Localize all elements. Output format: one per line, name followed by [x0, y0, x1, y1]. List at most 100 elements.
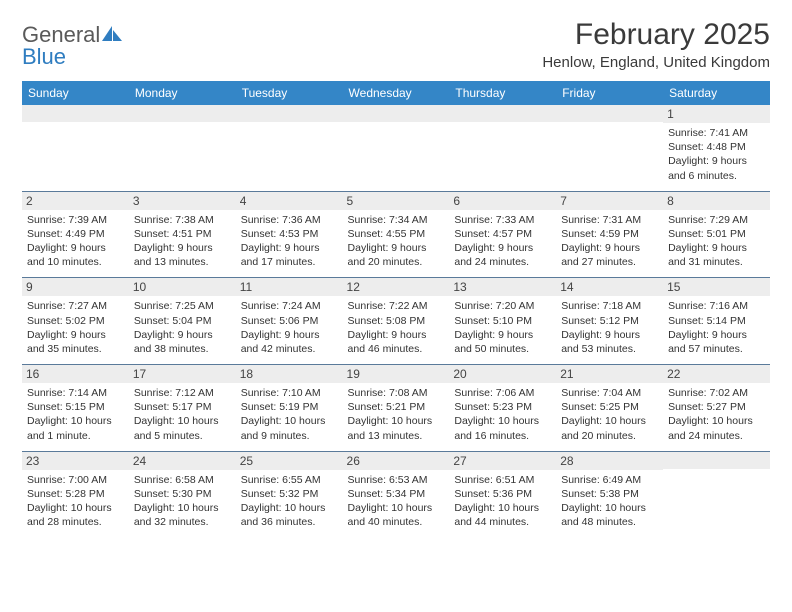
- day-details: Sunrise: 7:12 AMSunset: 5:17 PMDaylight:…: [134, 386, 231, 443]
- day-details: Sunrise: 7:20 AMSunset: 5:10 PMDaylight:…: [454, 299, 551, 356]
- date-number: 15: [663, 278, 770, 296]
- day-cell: [343, 105, 450, 191]
- sunrise-text: Sunrise: 7:25 AM: [134, 299, 231, 313]
- sunrise-text: Sunrise: 7:04 AM: [561, 386, 658, 400]
- sunrise-text: Sunrise: 7:29 AM: [668, 213, 765, 227]
- sunset-text: Sunset: 5:27 PM: [668, 400, 765, 414]
- daylight-text: Daylight: 9 hours and 57 minutes.: [668, 328, 765, 356]
- day-details: Sunrise: 7:16 AMSunset: 5:14 PMDaylight:…: [668, 299, 765, 356]
- day-details: Sunrise: 7:31 AMSunset: 4:59 PMDaylight:…: [561, 213, 658, 270]
- daylight-text: Daylight: 10 hours and 16 minutes.: [454, 414, 551, 442]
- daylight-text: Daylight: 10 hours and 36 minutes.: [241, 501, 338, 529]
- sunset-text: Sunset: 5:06 PM: [241, 314, 338, 328]
- day-details: Sunrise: 6:49 AMSunset: 5:38 PMDaylight:…: [561, 473, 658, 530]
- day-cell: 10 Sunrise: 7:25 AMSunset: 5:04 PMDayligh…: [129, 278, 236, 365]
- date-number: 12: [343, 278, 450, 296]
- day-details: Sunrise: 7:25 AMSunset: 5:04 PMDaylight:…: [134, 299, 231, 356]
- sunset-text: Sunset: 5:25 PM: [561, 400, 658, 414]
- day-cell: 2 Sunrise: 7:39 AMSunset: 4:49 PMDaylight…: [22, 191, 129, 278]
- sunrise-text: Sunrise: 7:34 AM: [348, 213, 445, 227]
- day-cell: 9Sunrise: 7:27 AMSunset: 5:02 PMDaylight…: [22, 278, 129, 365]
- date-number: 17: [129, 365, 236, 383]
- calendar-body: 1 Sunrise: 7:41 AMSunset: 4:48 PM Daylight…: [22, 105, 770, 537]
- logo-sail-icon: [102, 26, 124, 42]
- sunset-text: Sunset: 4:53 PM: [241, 227, 338, 241]
- sunrise-text: Sunrise: 7:22 AM: [348, 299, 445, 313]
- sunset-text: Sunset: 5:17 PM: [134, 400, 231, 414]
- sunset-text: Sunset: 4:51 PM: [134, 227, 231, 241]
- calendar-table: Sunday Monday Tuesday Wednesday Thursday…: [22, 81, 770, 537]
- day-cell: 20Sunrise: 7:06 AMSunset: 5:23 PMDayligh…: [449, 365, 556, 452]
- date-number: [449, 105, 556, 122]
- date-number: 3: [129, 192, 236, 210]
- day-cell: 17 Sunrise: 7:12 AMSunset: 5:17 PMDayligh…: [129, 365, 236, 452]
- sunrise-text: Sunrise: 7:41 AM: [668, 126, 765, 140]
- daylight-text: Daylight: 9 hours and 42 minutes.: [241, 328, 338, 356]
- sunset-text: Sunset: 4:57 PM: [454, 227, 551, 241]
- date-number: 21: [556, 365, 663, 383]
- day-cell: 18Sunrise: 7:10 AMSunset: 5:19 PMDayligh…: [236, 365, 343, 452]
- day-cell: [449, 105, 556, 191]
- sunset-text: Sunset: 5:15 PM: [27, 400, 124, 414]
- sunset-text: Sunset: 5:38 PM: [561, 487, 658, 501]
- day-details: Sunrise: 7:39 AMSunset: 4:49 PMDaylight:…: [27, 213, 124, 270]
- daylight-text: Daylight: 9 hours and 46 minutes.: [348, 328, 445, 356]
- sunset-text: Sunset: 4:59 PM: [561, 227, 658, 241]
- date-number: 24: [129, 452, 236, 470]
- day-details: Sunrise: 7:14 AMSunset: 5:15 PMDaylight:…: [27, 386, 124, 443]
- sunrise-text: Sunrise: 7:36 AM: [241, 213, 338, 227]
- daylight-text: Daylight: 10 hours and 40 minutes.: [348, 501, 445, 529]
- day-cell: 21 Sunrise: 7:04 AMSunset: 5:25 PMDayligh…: [556, 365, 663, 452]
- day-details: Sunrise: 7:22 AMSunset: 5:08 PMDaylight:…: [348, 299, 445, 356]
- sunrise-text: Sunrise: 7:39 AM: [27, 213, 124, 227]
- day-cell: [236, 105, 343, 191]
- day-cell: 28Sunrise: 6:49 AMSunset: 5:38 PMDayligh…: [556, 451, 663, 537]
- sunset-text: Sunset: 4:55 PM: [348, 227, 445, 241]
- daylight-text: Daylight: 9 hours and 17 minutes.: [241, 241, 338, 269]
- sunrise-text: Sunrise: 6:49 AM: [561, 473, 658, 487]
- day-cell: 11 Sunrise: 7:24 AMSunset: 5:06 PMDayligh…: [236, 278, 343, 365]
- date-number: 11: [236, 278, 343, 296]
- date-number: 13: [449, 278, 556, 296]
- sunset-text: Sunset: 4:48 PM: [668, 140, 765, 154]
- logo: General Blue: [22, 18, 124, 68]
- sunset-text: Sunset: 5:10 PM: [454, 314, 551, 328]
- daylight-text: Daylight: 10 hours and 32 minutes.: [134, 501, 231, 529]
- daylight-text: Daylight: 10 hours and 5 minutes.: [134, 414, 231, 442]
- sunset-text: Sunset: 5:19 PM: [241, 400, 338, 414]
- day-cell: 22Sunrise: 7:02 AMSunset: 5:27 PMDayligh…: [663, 365, 770, 452]
- day-header-fri: Friday: [556, 81, 663, 105]
- sunset-text: Sunset: 5:01 PM: [668, 227, 765, 241]
- sunset-text: Sunset: 5:28 PM: [27, 487, 124, 501]
- header: General Blue February 2025 Henlow, Engla…: [22, 18, 770, 71]
- day-cell: 3 Sunrise: 7:38 AMSunset: 4:51 PMDaylight…: [129, 191, 236, 278]
- date-number: 10: [129, 278, 236, 296]
- daylight-text: Daylight: 10 hours and 24 minutes.: [668, 414, 765, 442]
- day-details: Sunrise: 7:29 AMSunset: 5:01 PMDaylight:…: [668, 213, 765, 270]
- sunset-text: Sunset: 5:02 PM: [27, 314, 124, 328]
- day-details: Sunrise: 7:24 AMSunset: 5:06 PMDaylight:…: [241, 299, 338, 356]
- daylight-text: Daylight: 10 hours and 9 minutes.: [241, 414, 338, 442]
- day-header-tue: Tuesday: [236, 81, 343, 105]
- day-details: Sunrise: 7:06 AMSunset: 5:23 PMDaylight:…: [454, 386, 551, 443]
- day-header-row: Sunday Monday Tuesday Wednesday Thursday…: [22, 81, 770, 105]
- day-details: Sunrise: 7:04 AMSunset: 5:25 PMDaylight:…: [561, 386, 658, 443]
- date-number: [556, 105, 663, 122]
- date-number: [129, 105, 236, 122]
- day-cell: 13 Sunrise: 7:20 AMSunset: 5:10 PMDayligh…: [449, 278, 556, 365]
- day-cell: [663, 451, 770, 537]
- day-details: Sunrise: 7:02 AMSunset: 5:27 PMDaylight:…: [668, 386, 765, 443]
- day-cell: 5Sunrise: 7:34 AMSunset: 4:55 PMDaylight…: [343, 191, 450, 278]
- daylight-text: Daylight: 9 hours and 50 minutes.: [454, 328, 551, 356]
- sunrise-text: Sunrise: 7:24 AM: [241, 299, 338, 313]
- day-details: Sunrise: 7:00 AMSunset: 5:28 PMDaylight:…: [27, 473, 124, 530]
- date-number: 1: [663, 105, 770, 123]
- sunrise-text: Sunrise: 6:53 AM: [348, 473, 445, 487]
- date-number: 8: [663, 192, 770, 210]
- daylight-text: Daylight: 9 hours and 13 minutes.: [134, 241, 231, 269]
- sunrise-text: Sunrise: 7:38 AM: [134, 213, 231, 227]
- date-number: [343, 105, 450, 122]
- date-number: 2: [22, 192, 129, 210]
- day-details: Sunrise: 7:18 AMSunset: 5:12 PMDaylight:…: [561, 299, 658, 356]
- week-row: 1Sunrise: 7:41 AMSunset: 4:48 PMDaylight…: [22, 105, 770, 191]
